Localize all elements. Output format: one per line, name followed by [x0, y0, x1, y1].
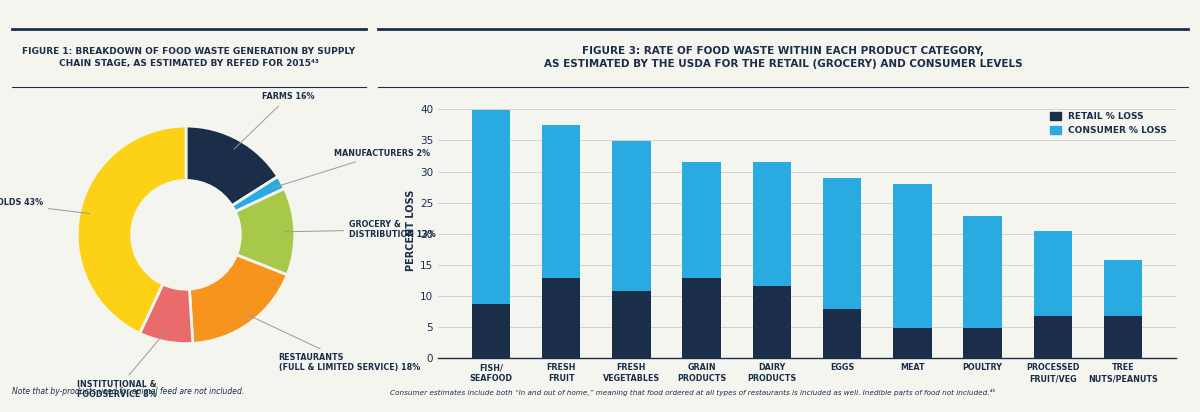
Bar	[752, 286, 791, 358]
Text: HOUSEHOLDS 43%: HOUSEHOLDS 43%	[0, 198, 90, 214]
Bar	[472, 304, 510, 358]
Bar	[1104, 260, 1142, 316]
Bar	[964, 328, 1002, 358]
Wedge shape	[190, 255, 287, 343]
Wedge shape	[77, 126, 186, 333]
Bar	[683, 162, 721, 278]
Bar	[752, 162, 791, 286]
Text: FIGURE 1: BREAKDOWN OF FOOD WASTE GENERATION BY SUPPLY
CHAIN STAGE, AS ESTIMATED: FIGURE 1: BREAKDOWN OF FOOD WASTE GENERA…	[23, 47, 355, 68]
Text: INSTITUTIONAL &
FOODSERVICE 8%: INSTITUTIONAL & FOODSERVICE 8%	[77, 331, 167, 400]
Bar	[964, 216, 1002, 328]
Text: FIGURE 3: RATE OF FOOD WASTE WITHIN EACH PRODUCT CATEGORY,
AS ESTIMATED BY THE U: FIGURE 3: RATE OF FOOD WASTE WITHIN EACH…	[544, 46, 1022, 69]
Text: Consumer estimates include both “in and out of home,” meaning that food ordered : Consumer estimates include both “in and …	[390, 389, 995, 396]
Bar	[1033, 316, 1073, 358]
Bar	[1033, 231, 1073, 316]
Legend: RETAIL % LOSS, CONSUMER % LOSS: RETAIL % LOSS, CONSUMER % LOSS	[1045, 108, 1171, 139]
Bar	[541, 278, 581, 358]
Text: MANUFACTURERS 2%: MANUFACTURERS 2%	[272, 149, 430, 188]
Bar	[541, 125, 581, 278]
Bar	[893, 328, 931, 358]
Wedge shape	[186, 126, 278, 206]
Bar	[1104, 316, 1142, 358]
Wedge shape	[139, 284, 193, 344]
Text: GROCERY &
DISTRIBUTION 13%: GROCERY & DISTRIBUTION 13%	[284, 220, 436, 239]
Bar	[823, 309, 862, 358]
Bar	[472, 110, 510, 304]
Y-axis label: PERCENT LOSS: PERCENT LOSS	[406, 190, 415, 272]
Text: FARMS 16%: FARMS 16%	[234, 92, 314, 149]
Bar	[893, 184, 931, 328]
Wedge shape	[235, 189, 295, 275]
Bar	[612, 141, 650, 291]
Bar	[612, 291, 650, 358]
Text: RESTAURANTS
(FULL & LIMITED SERVICE) 18%: RESTAURANTS (FULL & LIMITED SERVICE) 18%	[245, 314, 420, 372]
Bar	[683, 278, 721, 358]
Text: Note that by-products used for animal feed are not included.: Note that by-products used for animal fe…	[12, 386, 245, 396]
Bar	[823, 178, 862, 309]
Wedge shape	[232, 177, 284, 212]
